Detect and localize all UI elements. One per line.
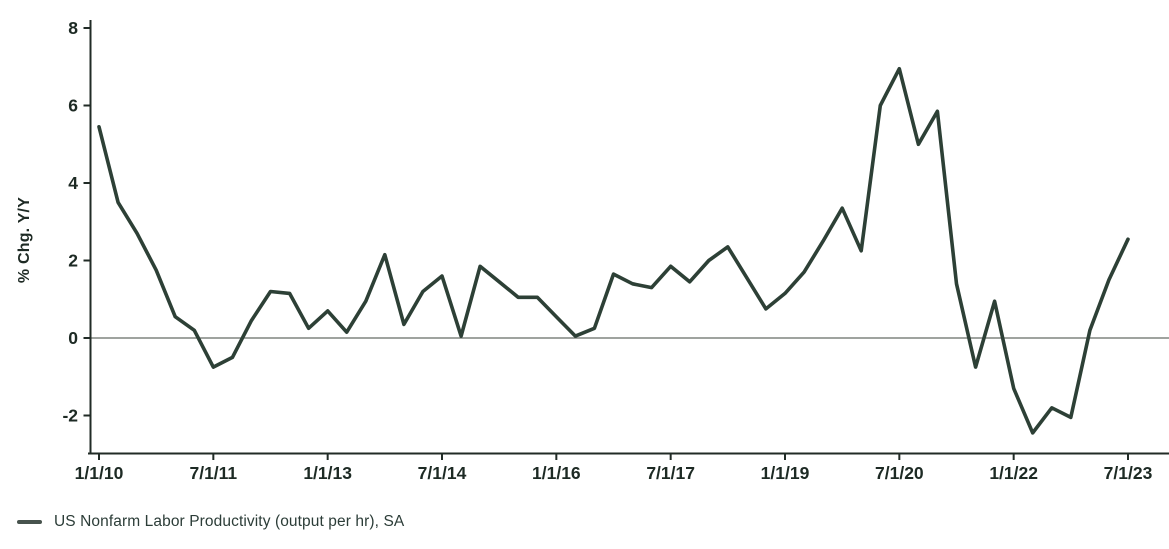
y-tick-label: 4 bbox=[68, 173, 78, 193]
y-tick-label: 6 bbox=[68, 96, 78, 116]
x-tick-label: 1/1/13 bbox=[303, 463, 352, 483]
x-tick-label: 1/1/10 bbox=[75, 463, 124, 483]
x-tick-label: 1/1/19 bbox=[761, 463, 810, 483]
x-tick-label: 7/1/23 bbox=[1104, 463, 1153, 483]
x-tick-label: 1/1/16 bbox=[532, 463, 581, 483]
x-tick-label: 7/1/17 bbox=[646, 463, 695, 483]
y-tick-label: 2 bbox=[68, 251, 78, 271]
x-tick-label: 7/1/11 bbox=[189, 463, 237, 483]
x-tick-label: 1/1/22 bbox=[989, 463, 1038, 483]
y-axis-title: % Chg. Y/Y bbox=[16, 196, 33, 284]
plot-area: 8 6 4 2 0 -2 1/1/10 7/1/11 1/1/13 7/1/14 1/1/16 7/1… bbox=[62, 18, 1169, 483]
x-tick-label: 7/1/14 bbox=[418, 463, 467, 483]
y-tick-label: 8 bbox=[68, 18, 78, 38]
y-tick-label: 0 bbox=[68, 328, 78, 348]
x-tick-label: 7/1/20 bbox=[875, 463, 924, 483]
legend-line-swatch bbox=[17, 520, 42, 524]
legend: US Nonfarm Labor Productivity (output pe… bbox=[17, 508, 404, 536]
y-tick-label: -2 bbox=[62, 406, 78, 426]
legend-label: US Nonfarm Labor Productivity (output pe… bbox=[54, 513, 405, 530]
series-line bbox=[97, 66, 1130, 435]
